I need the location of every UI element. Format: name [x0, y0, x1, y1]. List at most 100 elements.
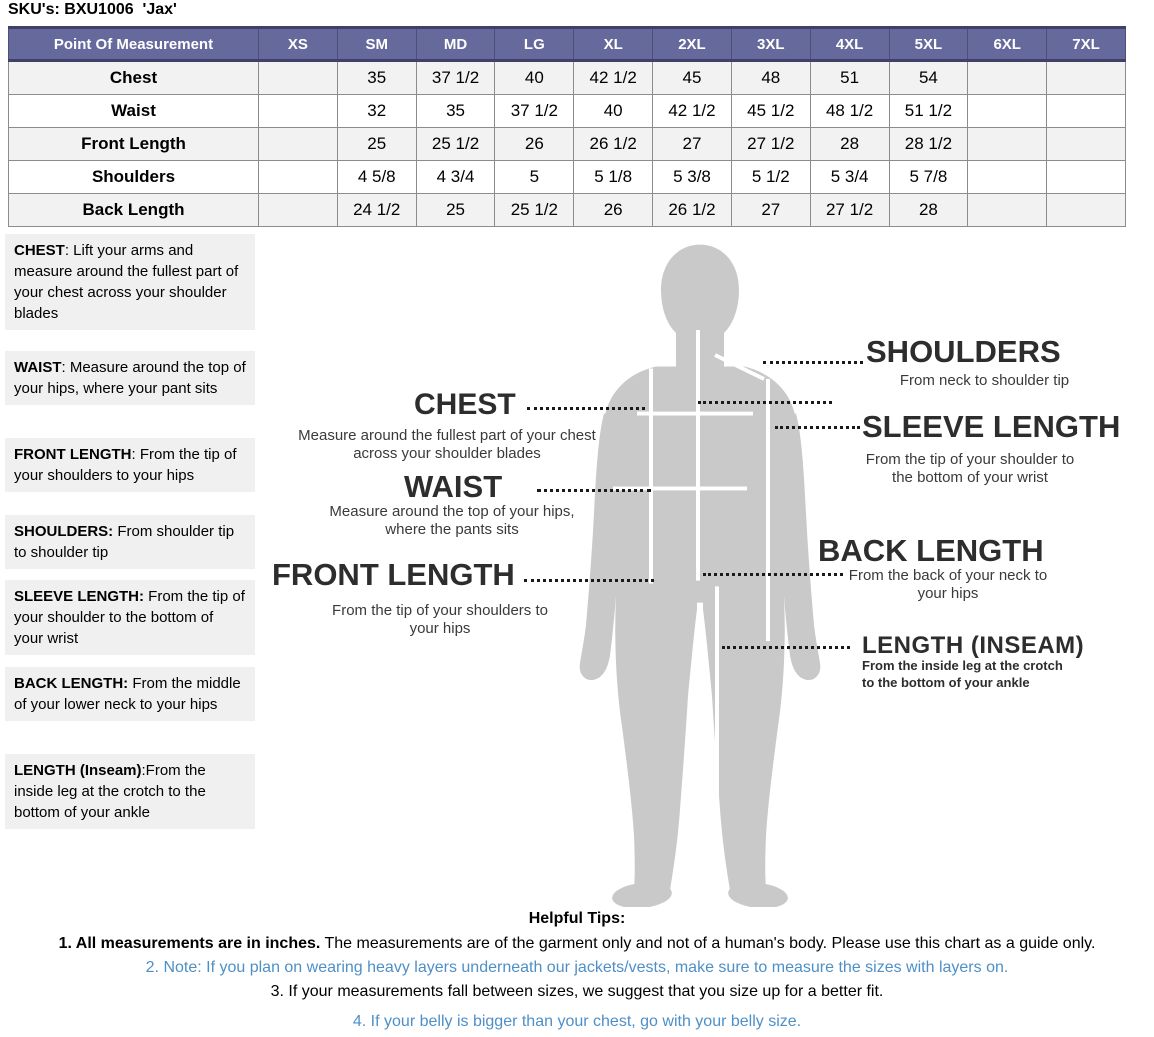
size-value-cell: 32: [336, 94, 417, 128]
size-value-cell: [1046, 94, 1126, 128]
size-value-cell: 28: [888, 193, 969, 227]
size-value-cell: [258, 127, 338, 161]
size-value-cell: [1046, 160, 1126, 194]
column-header-size: XS: [258, 26, 338, 62]
column-header-size: 4XL: [809, 26, 890, 62]
size-value-cell: 51: [809, 60, 890, 95]
row-label: Waist: [8, 94, 259, 128]
male-body-silhouette: [579, 244, 821, 907]
row-label: Front Length: [8, 127, 259, 161]
size-value-cell: [967, 127, 1048, 161]
column-header-size: SM: [336, 26, 417, 62]
size-value-cell: [258, 193, 338, 227]
tip-line-1-bold: 1. All measurements are in inches.: [58, 935, 321, 952]
definition-waist: WAIST: Measure around the top of your hi…: [5, 351, 255, 405]
silhouette-right-leg: [703, 597, 785, 890]
definition-back-length: BACK LENGTH: From the middle of your low…: [5, 667, 255, 721]
column-header-size: XL: [573, 26, 654, 62]
size-value-cell: 24 1/2: [336, 193, 417, 227]
size-value-cell: [967, 160, 1048, 194]
chest-leader-line: [527, 407, 645, 410]
tip-line-3: 3. If your measurements fall between siz…: [270, 983, 884, 1000]
column-header-size: 6XL: [967, 26, 1048, 62]
shoulders-annotation-label: SHOULDERS: [866, 334, 1061, 369]
definition-term: BACK LENGTH:: [14, 675, 129, 692]
size-value-cell: 40: [573, 94, 654, 128]
column-header-size: LG: [494, 26, 575, 62]
size-value-cell: 37 1/2: [415, 60, 496, 95]
size-value-cell: 5 3/4: [809, 160, 890, 194]
size-value-cell: 48 1/2: [809, 94, 890, 128]
definition-text: From shoulder tip to shoulder tip: [14, 523, 235, 561]
size-chart-table: Point Of Measurement XS SM MD LG XL 2XL 3XL 4XL 5…: [8, 26, 1126, 227]
size-value-cell: 35: [336, 60, 417, 95]
inseam-annotation-desc: From the inside leg at the crotch to the…: [862, 658, 1063, 690]
size-value-cell: 26: [494, 127, 575, 161]
size-value-cell: [258, 160, 338, 194]
definition-text: :From the inside leg at the crotch to th…: [14, 762, 206, 821]
back-length-annotation-desc: From the back of your neck to your hips: [848, 567, 1048, 602]
size-value-cell: [1046, 60, 1126, 95]
sleeve-length-annotation-label: SLEEVE LENGTH: [862, 409, 1121, 444]
page-title: SKU's: BXU1006 'Jax': [8, 1, 177, 18]
definition-term: WAIST: [14, 359, 62, 376]
size-value-cell: [967, 193, 1048, 227]
size-value-cell: 37 1/2: [494, 94, 575, 128]
size-value-cell: 45: [652, 60, 732, 95]
sleeve-leader-line-upper: [698, 401, 832, 404]
size-value-cell: 27 1/2: [809, 193, 890, 227]
row-label: Shoulders: [8, 160, 259, 194]
waist-annotation-desc: Measure around the top of your hips, whe…: [329, 503, 575, 538]
column-header-size: 3XL: [730, 26, 811, 62]
size-value-cell: 48: [730, 60, 811, 95]
size-value-cell: 27: [652, 127, 732, 161]
silhouette-left-foot: [612, 882, 672, 907]
helpful-tips-section: Helpful Tips: 1. All measurements are in…: [0, 910, 1154, 1037]
front-length-leader-line: [524, 579, 654, 582]
size-value-cell: 5 7/8: [888, 160, 969, 194]
size-value-cell: 4 3/4: [415, 160, 496, 194]
definition-sleeve-length: SLEEVE LENGTH: From the tip of your shou…: [5, 580, 255, 655]
size-value-cell: 27 1/2: [730, 127, 811, 161]
definition-text: : Lift your arms and measure around the …: [14, 242, 239, 322]
silhouette-left-leg: [615, 597, 697, 890]
definition-front-length: FRONT LENGTH: From the tip of your shoul…: [5, 438, 255, 492]
size-value-cell: 5: [494, 160, 575, 194]
size-value-cell: 4 5/8: [336, 160, 417, 194]
silhouette-left-arm: [579, 413, 623, 681]
size-value-cell: 5 1/8: [573, 160, 654, 194]
tip-line-2: 2. Note: If you plan on wearing heavy la…: [145, 959, 1009, 976]
column-header-measurement: Point Of Measurement: [8, 26, 259, 62]
column-header-size: 5XL: [888, 26, 969, 62]
definition-term: FRONT LENGTH: [14, 446, 132, 463]
definition-term: SLEEVE LENGTH:: [14, 588, 145, 605]
silhouette-right-foot: [728, 882, 788, 907]
sleeve-leader-line: [775, 426, 860, 429]
definition-text: From the tip of your shoulder to the bot…: [14, 588, 245, 647]
size-value-cell: 26 1/2: [652, 193, 732, 227]
table-header-row: Point Of Measurement XS SM MD LG XL 2XL 3XL 4XL 5…: [8, 26, 1126, 62]
chest-annotation-label: CHEST: [414, 388, 516, 421]
size-value-cell: 27: [730, 193, 811, 227]
shoulders-leader-line: [763, 361, 863, 364]
table-row: Front Length 25 25 1/2 26 26 1/2 27 27 1/2 28 28…: [8, 127, 1126, 161]
definition-text: : From the tip of your shoulders to your…: [14, 446, 237, 484]
size-value-cell: [967, 94, 1048, 128]
size-value-cell: 25 1/2: [415, 127, 496, 161]
size-value-cell: 28 1/2: [888, 127, 969, 161]
definition-shoulders: SHOULDERS: From shoulder tip to shoulder…: [5, 515, 255, 569]
size-value-cell: 51 1/2: [888, 94, 969, 128]
back-length-leader-line: [703, 573, 843, 576]
definition-term: CHEST: [14, 242, 65, 259]
size-value-cell: 25 1/2: [494, 193, 575, 227]
column-header-size: 2XL: [652, 26, 732, 62]
silhouette-head: [661, 244, 739, 367]
size-value-cell: 26: [573, 193, 654, 227]
size-value-cell: [1046, 127, 1126, 161]
tips-heading: Helpful Tips:: [528, 910, 626, 927]
definition-term: SHOULDERS:: [14, 523, 114, 540]
tip-line-1-text: The measurements are of the garment only…: [320, 935, 1096, 952]
size-value-cell: 28: [809, 127, 890, 161]
size-value-cell: 40: [494, 60, 575, 95]
size-value-cell: 5 3/8: [652, 160, 732, 194]
